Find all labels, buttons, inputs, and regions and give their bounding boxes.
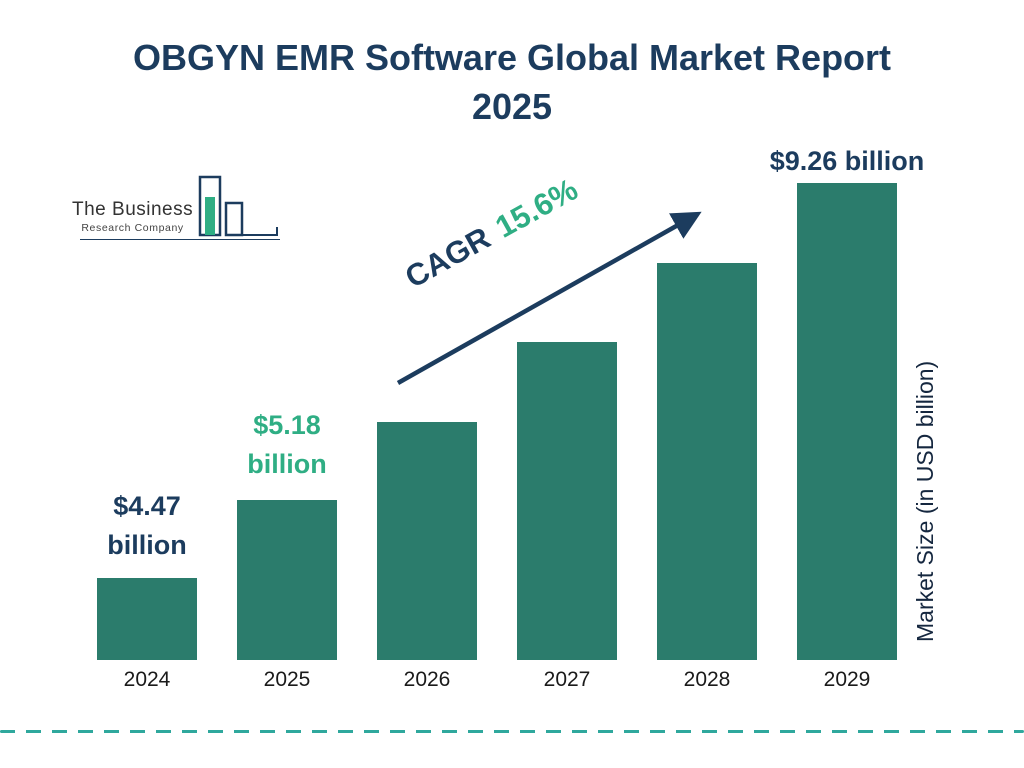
bar-column-2025: 2025 — [237, 0, 337, 768]
value-2025-line2: billion — [247, 449, 327, 480]
logo-subname: Research Company — [81, 222, 184, 234]
bar-column-2024: 2024 — [97, 0, 197, 768]
value-label-2029: $9.26 billion — [769, 146, 925, 176]
bar-column-2027: 2027 — [517, 0, 617, 768]
page-title: OBGYN EMR Software Global Market Report … — [132, 37, 892, 127]
axis-label-2028: 2028 — [683, 668, 731, 691]
logo-text: The Business Research Company — [72, 199, 193, 234]
logo-baseline — [80, 239, 280, 240]
bar-column-2029: 2029 — [797, 0, 897, 768]
company-logo: The Business Research Company — [72, 175, 282, 244]
bar-2029 — [797, 183, 897, 660]
bar-2024 — [97, 578, 197, 660]
bar-2025 — [237, 500, 337, 660]
bar-chart-logo-icon — [198, 175, 280, 244]
axis-label-2024: 2024 — [123, 668, 171, 691]
value-label-2024: $4.47 billion — [77, 487, 217, 565]
bar-column-2026: 2026 — [377, 0, 477, 768]
value-2025-line1: $5.18 — [253, 410, 321, 440]
axis-label-2025: 2025 — [263, 668, 311, 691]
axis-label-2029: 2029 — [823, 668, 871, 691]
axis-label-2027: 2027 — [543, 668, 591, 691]
y-axis-title: Market Size (in USD billion) — [912, 360, 938, 642]
bar-column-2028: 2028 — [657, 0, 757, 768]
value-label-2025: $5.18 billion — [217, 406, 357, 484]
bar-2026 — [377, 422, 477, 660]
logo-name: The Business — [72, 199, 194, 220]
value-2024-line1: $4.47 — [113, 491, 181, 521]
value-2024-line2: billion — [107, 530, 187, 561]
bar-2028 — [657, 263, 757, 660]
axis-label-2026: 2026 — [403, 668, 451, 691]
bar-2027 — [517, 342, 617, 660]
bottom-dashed-divider — [0, 730, 1024, 733]
